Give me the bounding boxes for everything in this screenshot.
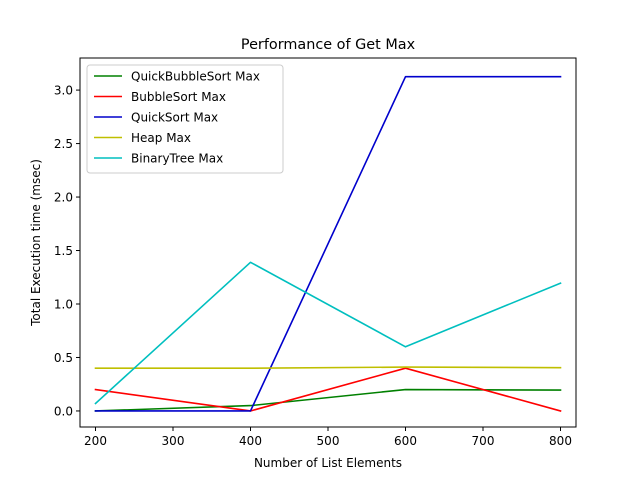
x-axis-ticks: 200 300 400 500 600 700 800: [84, 427, 572, 448]
y-tick-label: 2.5: [54, 137, 73, 151]
y-tick-label: 3.0: [54, 84, 73, 98]
series-line-0: [94, 388, 562, 412]
x-tick-label: 800: [549, 434, 572, 448]
series-line-4: [94, 261, 562, 405]
legend-box: [86, 64, 284, 174]
x-tick-label: 600: [394, 434, 417, 448]
series-layer: [94, 75, 562, 412]
y-tick-label: 0.0: [54, 404, 73, 418]
y-tick-label: 1.5: [54, 244, 73, 258]
legend-label: Heap Max: [131, 131, 191, 145]
series-line-3: [94, 366, 562, 369]
y-tick-label: 2.0: [54, 191, 73, 205]
x-tick-label: 300: [162, 434, 185, 448]
x-tick-label: 500: [317, 434, 340, 448]
series-line-1: [94, 367, 562, 412]
x-axis-label: Number of List Elements: [254, 456, 402, 470]
y-axis-ticks: 0.0 0.5 1.0 1.5 2.0 2.5 3.0: [54, 84, 80, 418]
y-tick-label: 0.5: [54, 351, 73, 365]
chart-title: Performance of Get Max: [241, 37, 416, 53]
legend-label: QuickSort Max: [131, 111, 218, 125]
y-axis-label: Total Execution time (msec): [29, 159, 43, 327]
series-line-2: [94, 75, 562, 412]
legend-label: QuickBubbleSort Max: [131, 70, 260, 84]
legend-label: BubbleSort Max: [131, 90, 226, 104]
chart-legend: QuickBubbleSort Max BubbleSort Max QuickSo…: [86, 64, 284, 174]
x-tick-label: 200: [84, 434, 107, 448]
y-tick-label: 1.0: [54, 298, 73, 312]
legend-label: BinaryTree Max: [131, 152, 223, 166]
x-tick-label: 700: [472, 434, 495, 448]
x-tick-label: 400: [239, 434, 262, 448]
